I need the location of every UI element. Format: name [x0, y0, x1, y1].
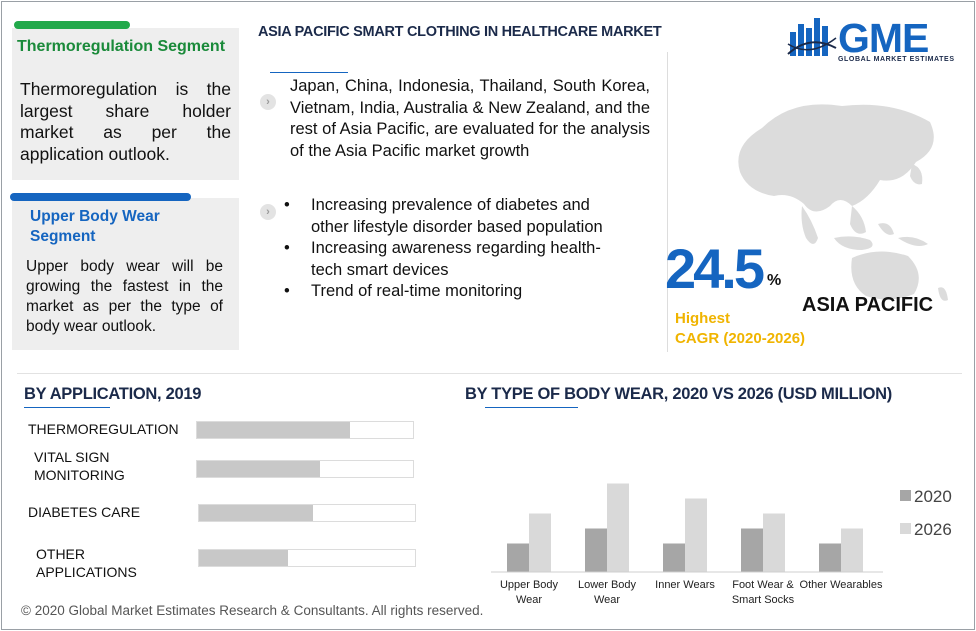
page-title: ASIA PACIFIC SMART CLOTHING IN HEALTHCAR… [258, 24, 662, 40]
gme-logo-icon [787, 18, 837, 56]
application-bar [197, 461, 321, 477]
category-tick-label: Inner Wears [655, 579, 715, 591]
card-accent-bar [14, 21, 130, 29]
application-label: VITAL SIGN MONITORING [34, 449, 125, 483]
body-wear-bar-chart: Upper Body Wear Lower Body Wear Inner Wears F… [491, 483, 952, 606]
logo-wordmark: GME [838, 15, 929, 61]
bar-2020 [741, 528, 763, 572]
legend-swatch [900, 523, 911, 534]
overview-paragraph: Japan, China, Indonesia, Thailand, South… [290, 77, 650, 160]
application-bar-track [198, 549, 416, 567]
application-label: DIABETES CARE [28, 504, 141, 520]
category-tick-label: Wear [516, 594, 542, 606]
bar-2026 [685, 498, 707, 572]
legend-swatch [900, 490, 911, 501]
upper-body-card-title: Upper Body Wear Segment [30, 208, 160, 245]
logo-subtitle: GLOBAL MARKET ESTIMATES [838, 56, 955, 63]
list-item: • Increasing prevalence of diabetes and o… [284, 196, 603, 236]
divider [17, 373, 962, 374]
legend-label: 2020 [914, 487, 952, 506]
thermoregulation-card [12, 28, 239, 180]
upper-body-card-text: Upper body wear will be growing the fast… [26, 258, 223, 335]
category-tick-label: Other Wearables [800, 579, 883, 591]
divider [667, 52, 668, 352]
bar-2020 [663, 543, 685, 572]
bar-2026 [607, 483, 629, 572]
application-label: OTHER APPLICATIONS [36, 546, 137, 580]
bar-2026 [763, 513, 785, 572]
bar-2020 [507, 543, 529, 572]
thermoregulation-card-text: Thermoregulation is the largest share ho… [20, 79, 231, 164]
legend-label: 2026 [914, 520, 952, 539]
application-bar-track [196, 421, 414, 439]
application-bar [199, 505, 314, 521]
category-tick-label: Wear [594, 594, 620, 606]
application-bar-track [196, 460, 414, 478]
application-bar [199, 550, 288, 566]
region-label: ASIA PACIFIC [802, 294, 934, 316]
growth-drivers-list: • Increasing prevalence of diabetes and o… [284, 195, 632, 303]
cagr-unit: % [767, 272, 782, 289]
title-underline [485, 407, 578, 408]
body-wear-chart-title: BY TYPE OF BODY WEAR, 2020 VS 2026 (USD … [465, 385, 892, 403]
title-underline [270, 72, 348, 73]
category-tick-label: Foot Wear & [732, 579, 794, 591]
upper-body-card [12, 198, 239, 350]
bar-2026 [841, 528, 863, 572]
list-item: • Trend of real-time monitoring [284, 282, 523, 300]
chevron-right-icon: › [260, 204, 276, 220]
category-tick-label: Upper Body [500, 579, 559, 591]
asia-pacific-map-icon [738, 104, 948, 301]
category-tick-label: Smart Socks [732, 594, 795, 606]
chevron-right-icon: › [260, 94, 276, 110]
bar-2026 [529, 513, 551, 572]
application-bar [197, 422, 351, 438]
cagr-label: Highest CAGR (2020-2026) [675, 310, 806, 347]
card-accent-bar [10, 193, 191, 201]
bar-2020 [819, 543, 841, 572]
category-tick-label: Lower Body [578, 579, 637, 591]
bar-2020 [585, 528, 607, 572]
title-underline [24, 407, 110, 408]
application-chart-title: BY APPLICATION, 2019 [24, 385, 202, 403]
cagr-value: 24.5 [665, 237, 765, 300]
list-item: • Increasing awareness regarding health-t… [284, 239, 601, 279]
thermoregulation-card-title: Thermoregulation Segment [17, 38, 226, 55]
application-label: THERMOREGULATION [28, 421, 179, 437]
application-bar-track [198, 504, 416, 522]
copyright-footer: © 2020 Global Market Estimates Research … [21, 603, 484, 618]
